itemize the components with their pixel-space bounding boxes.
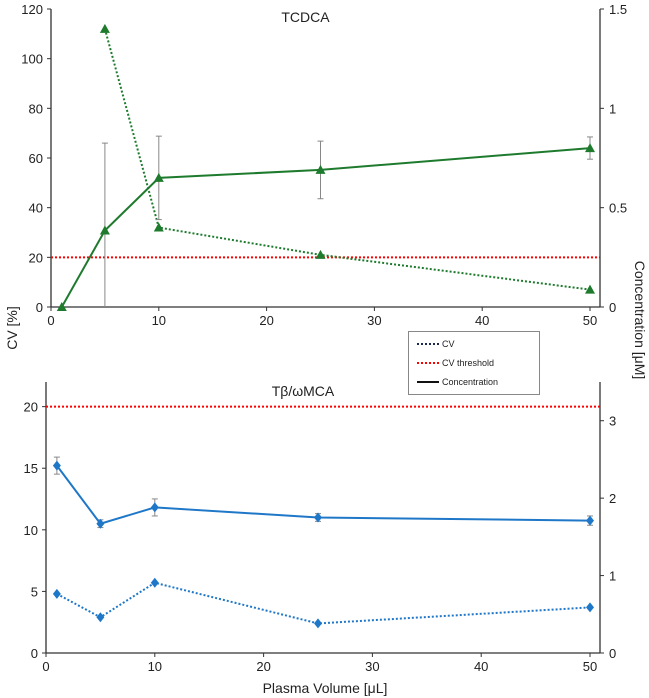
chart-title: TCDCA xyxy=(281,9,330,25)
dotted-line-swatch xyxy=(417,343,439,345)
legend-label: Concentration xyxy=(442,377,499,387)
concentration-line xyxy=(56,465,591,525)
y-left-tick-label: 20 xyxy=(24,400,38,415)
y-right-tick-label: 0 xyxy=(609,646,616,661)
chart-title: Tβ/ωMCA xyxy=(272,383,335,399)
concentration-line xyxy=(60,147,591,308)
legend-label: CV xyxy=(442,339,455,349)
x-tick-label: 0 xyxy=(42,659,49,674)
y-right-tick-label: 0 xyxy=(609,300,616,315)
triangle-marker xyxy=(56,302,67,311)
y-left-tick-label: 40 xyxy=(29,201,43,216)
cv-line xyxy=(56,581,591,625)
triangle-marker xyxy=(315,249,326,259)
x-tick-label: 20 xyxy=(259,313,273,328)
y-right-tick-label: 1.5 xyxy=(609,2,627,17)
triangle-marker xyxy=(99,23,110,33)
y-right-tick-label: 1 xyxy=(609,569,616,584)
diamond-marker xyxy=(52,588,61,599)
diamond-marker xyxy=(150,577,159,588)
diamond-marker xyxy=(96,612,105,623)
x-tick-label: 40 xyxy=(474,659,488,674)
legend-label: CV threshold xyxy=(442,358,495,368)
legend-item-concentration: Concentration xyxy=(417,377,498,387)
triangle-marker xyxy=(315,164,326,174)
triangle-marker xyxy=(153,222,164,232)
y-right-tick-label: 2 xyxy=(609,491,616,506)
triangle-marker xyxy=(585,284,595,294)
legend-item-cv: CV xyxy=(417,339,455,349)
y-left-tick-label: 10 xyxy=(24,523,38,538)
diamond-marker xyxy=(586,602,594,613)
x-tick-label: 30 xyxy=(367,313,381,328)
triangle-marker xyxy=(585,143,595,153)
y-left-tick-label: 100 xyxy=(21,52,43,67)
x-tick-label: 10 xyxy=(152,313,166,328)
y-left-tick-label: 20 xyxy=(29,250,43,265)
y-left-tick-label: 5 xyxy=(31,584,38,599)
red-dotted-line-swatch xyxy=(417,362,439,364)
y-left-tick-label: 120 xyxy=(21,2,43,17)
x-tick-label: 0 xyxy=(47,313,54,328)
diamond-marker xyxy=(314,618,322,629)
x-tick-label: 10 xyxy=(148,659,162,674)
triangle-marker xyxy=(153,172,164,182)
cv-line xyxy=(103,28,591,291)
y-right-tick-label: 1 xyxy=(609,101,616,116)
x-tick-label: 40 xyxy=(475,313,489,328)
x-axis-label: Plasma Volume [μL] xyxy=(262,680,388,696)
y-left-tick-label: 60 xyxy=(29,151,43,166)
diamond-marker xyxy=(150,502,159,513)
x-tick-label: 30 xyxy=(365,659,379,674)
y-right-tick-label: 3 xyxy=(609,414,616,429)
legend-item-cv-threshold: CV threshold xyxy=(417,358,494,368)
y-left-tick-label: 0 xyxy=(36,300,43,315)
legend: CV CV threshold Concentration xyxy=(408,331,540,395)
y-left-tick-label: 80 xyxy=(29,101,43,116)
y-right-tick-label: 0.5 xyxy=(609,201,627,216)
y-axis-right-label: Concentration [μM] xyxy=(632,260,648,380)
x-tick-label: 50 xyxy=(583,659,597,674)
y-axis-left-label: CV [%] xyxy=(4,306,20,350)
solid-line-swatch xyxy=(417,381,439,383)
y-left-tick-label: 0 xyxy=(31,646,38,661)
diamond-marker xyxy=(52,460,61,471)
triangle-marker xyxy=(99,225,110,235)
x-tick-label: 20 xyxy=(256,659,270,674)
diamond-marker xyxy=(586,515,594,526)
diamond-marker xyxy=(314,512,322,523)
x-tick-label: 50 xyxy=(583,313,597,328)
diamond-marker xyxy=(96,518,105,529)
y-left-tick-label: 15 xyxy=(24,461,38,476)
